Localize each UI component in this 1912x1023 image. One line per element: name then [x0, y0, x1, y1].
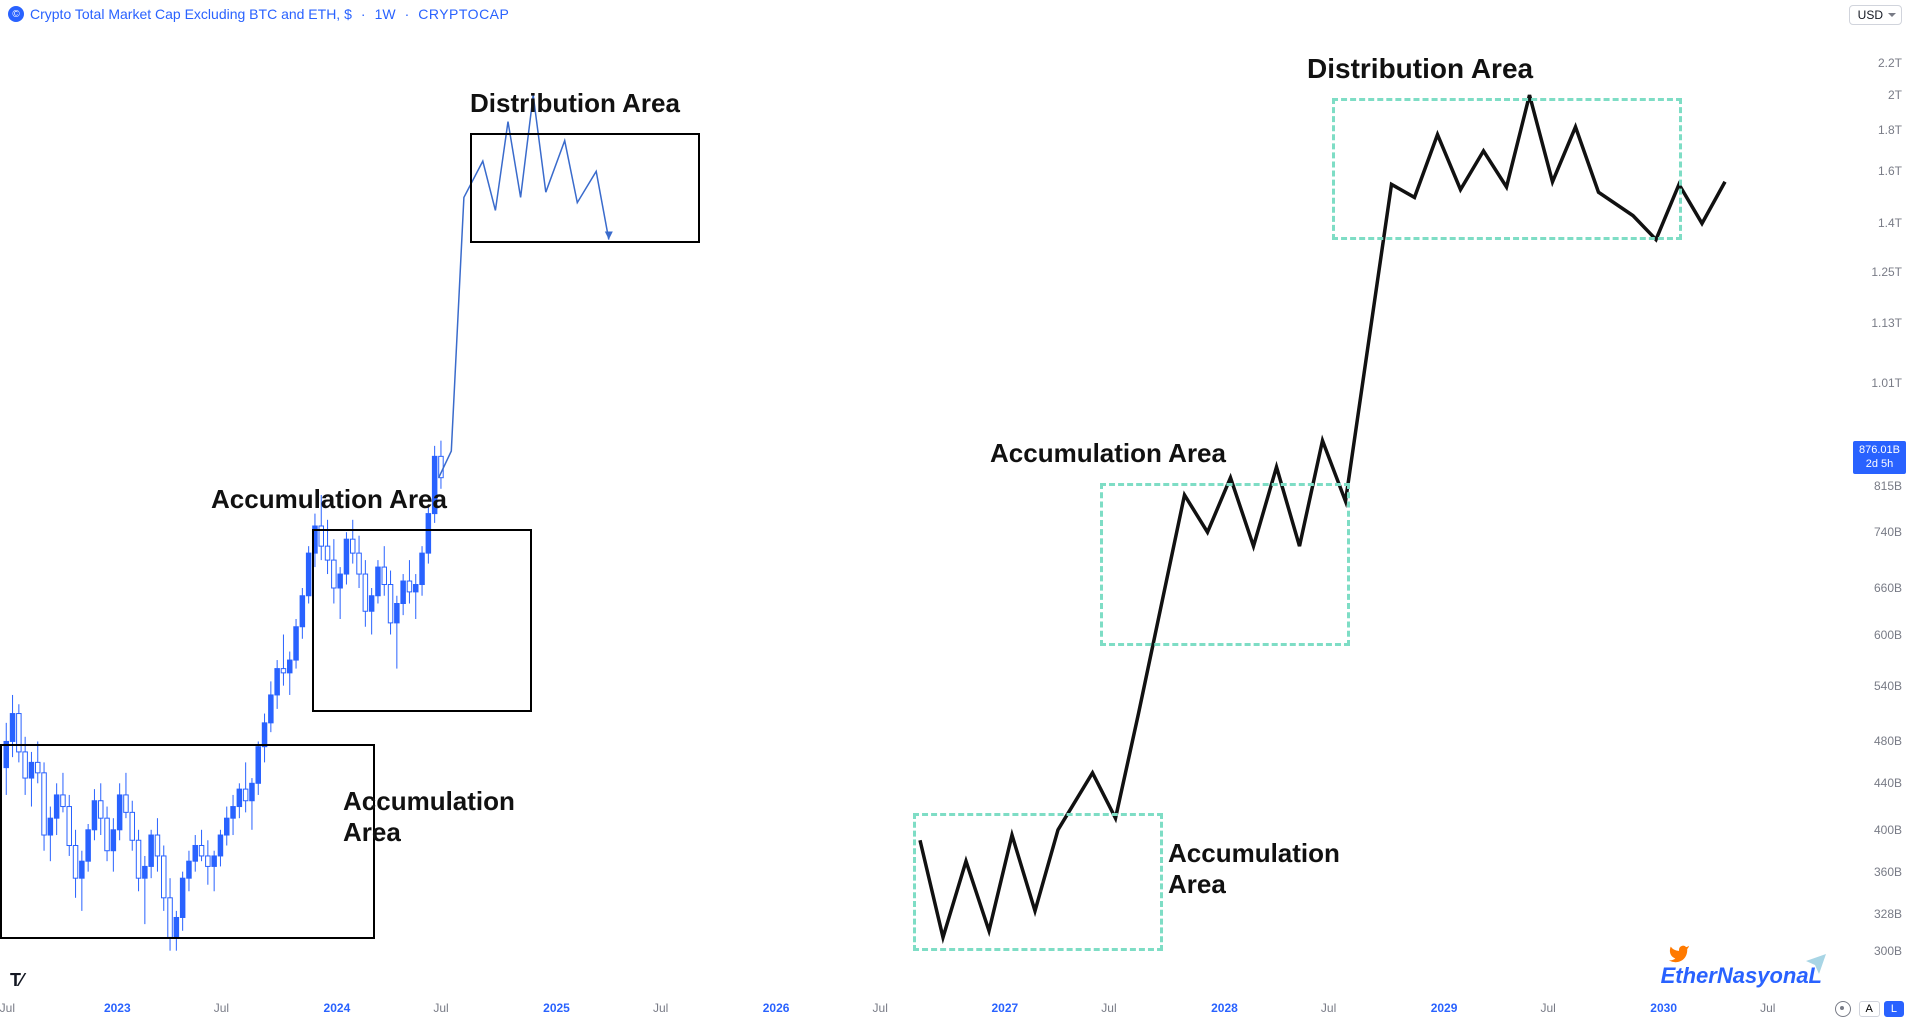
- y-axis-label: 1.01T: [1871, 376, 1902, 390]
- x-axis-label: Jul: [653, 1001, 668, 1015]
- bottom-controls: A L: [1835, 1001, 1904, 1017]
- y-axis-label: 1.8T: [1878, 123, 1902, 137]
- distribution-label-left: Distribution Area: [470, 88, 680, 119]
- y-axis-label: 815B: [1874, 479, 1902, 493]
- x-axis-label: Jul: [433, 1001, 448, 1015]
- y-axis-label: 480B: [1874, 734, 1902, 748]
- source-label[interactable]: CRYPTOCAP: [418, 6, 509, 22]
- auto-button[interactable]: A: [1859, 1001, 1880, 1017]
- chart-header: © Crypto Total Market Cap Excluding BTC …: [8, 6, 509, 22]
- y-axis-label: 1.6T: [1878, 164, 1902, 178]
- y-axis-label: 660B: [1874, 581, 1902, 595]
- x-axis-label: Jul: [0, 1001, 15, 1015]
- y-axis-label: 740B: [1874, 525, 1902, 539]
- x-axis-label: Jul: [873, 1001, 888, 1015]
- y-axis-label: 440B: [1874, 776, 1902, 790]
- currency-value: USD: [1858, 8, 1883, 22]
- x-axis-label: 2026: [763, 1001, 790, 1015]
- y-axis-label: 540B: [1874, 679, 1902, 693]
- x-axis[interactable]: Jul 2023 Jul 2024 Jul 2025 Jul 2026 Jul 2027 Jul 20…: [0, 995, 1830, 1015]
- accumulation-label-left-lower: Accumulation Area: [343, 786, 515, 848]
- source-logo-icon: ©: [8, 6, 24, 22]
- accumulation-label-left-upper: Accumulation Area: [211, 484, 447, 515]
- y-axis-label: 2T: [1888, 88, 1902, 102]
- accumulation-box-left-lower: [0, 744, 375, 939]
- accumulation-label-right-lower: Accumulation Area: [1168, 838, 1340, 900]
- x-axis-label: Jul: [1321, 1001, 1336, 1015]
- y-axis-label: 600B: [1874, 628, 1902, 642]
- accumulation-box-right-lower: [913, 813, 1163, 951]
- interval-label[interactable]: 1W: [375, 6, 396, 22]
- distribution-box-right: [1332, 98, 1682, 240]
- distribution-box-left: [470, 133, 700, 243]
- accumulation-label-right-upper: Accumulation Area: [990, 438, 1226, 469]
- y-axis-label: 328B: [1874, 907, 1902, 921]
- x-axis-label: 2028: [1211, 1001, 1238, 1015]
- accumulation-box-right-upper: [1100, 483, 1350, 646]
- x-axis-label: Jul: [1101, 1001, 1116, 1015]
- author-watermark: EtherNasyonaL: [1661, 963, 1822, 989]
- y-axis-label: 1.4T: [1878, 216, 1902, 230]
- x-axis-label: Jul: [1541, 1001, 1556, 1015]
- tradingview-logo-icon[interactable]: T⁄: [10, 970, 22, 991]
- y-axis-label: 400B: [1874, 823, 1902, 837]
- y-axis-label: 1.25T: [1871, 265, 1902, 279]
- chart-canvas[interactable]: Distribution Area Accumulation Area Accu…: [0, 30, 1830, 960]
- twitter-icon: [1666, 943, 1692, 965]
- x-axis-label: Jul: [1760, 1001, 1775, 1015]
- x-axis-label: 2023: [104, 1001, 131, 1015]
- x-axis-label: Jul: [214, 1001, 229, 1015]
- y-axis[interactable]: 2.2T 2T 1.8T 1.6T 1.4T 1.25T 1.13T 1.01T 815B 740…: [1842, 30, 1912, 960]
- currency-dropdown[interactable]: USD: [1849, 5, 1902, 25]
- y-axis-label: 1.13T: [1871, 316, 1902, 330]
- x-axis-label: 2027: [992, 1001, 1019, 1015]
- y-axis-label: 2.2T: [1878, 56, 1902, 70]
- y-axis-label: 360B: [1874, 865, 1902, 879]
- distribution-label-right: Distribution Area: [1307, 53, 1533, 85]
- x-axis-label: 2030: [1650, 1001, 1677, 1015]
- x-axis-label: 2025: [543, 1001, 570, 1015]
- current-price-badge: 876.01B2d 5h: [1853, 441, 1906, 474]
- x-axis-label: 2029: [1431, 1001, 1458, 1015]
- instrument-title[interactable]: Crypto Total Market Cap Excluding BTC an…: [30, 6, 352, 22]
- settings-icon[interactable]: [1835, 1001, 1851, 1017]
- log-button[interactable]: L: [1884, 1001, 1904, 1017]
- accumulation-box-left-upper: [312, 529, 532, 712]
- x-axis-label: 2024: [324, 1001, 351, 1015]
- y-axis-label: 300B: [1874, 944, 1902, 958]
